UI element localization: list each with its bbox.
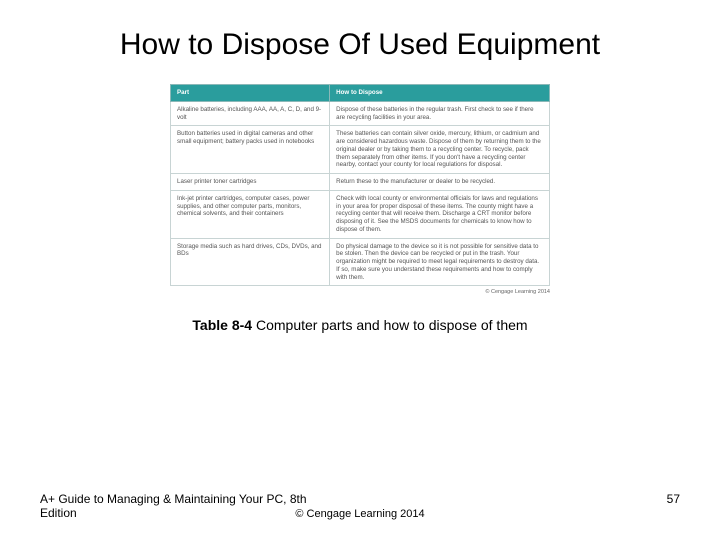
- cell-how: These batteries can contain silver oxide…: [330, 126, 550, 174]
- table-copyright: © Cengage Learning 2014: [170, 289, 550, 295]
- table-row: Ink-jet printer cartridges, computer cas…: [171, 190, 550, 238]
- cell-part: Alkaline batteries, including AAA, AA, A…: [171, 101, 330, 126]
- caption-text-val: Computer parts and how to dispose of the…: [256, 317, 528, 333]
- cell-part: Storage media such as hard drives, CDs, …: [171, 238, 330, 286]
- slide-title: How to Dispose Of Used Equipment: [0, 0, 720, 62]
- disposal-table-wrap: Part How to Dispose Alkaline batteries, …: [170, 84, 550, 295]
- footer-copyright: © Cengage Learning 2014: [0, 508, 720, 520]
- cell-part: Button batteries used in digital cameras…: [171, 126, 330, 174]
- table-row: Button batteries used in digital cameras…: [171, 126, 550, 174]
- cell-part: Ink-jet printer cartridges, computer cas…: [171, 190, 330, 238]
- cell-how: Dispose of these batteries in the regula…: [330, 101, 550, 126]
- footer-page-number: 57: [667, 492, 680, 506]
- col-header-how: How to Dispose: [330, 85, 550, 102]
- cell-how: Do physical damage to the device so it i…: [330, 238, 550, 286]
- table-row: Alkaline batteries, including AAA, AA, A…: [171, 101, 550, 126]
- table-row: Storage media such as hard drives, CDs, …: [171, 238, 550, 286]
- table-row: Laser printer toner cartridges Return th…: [171, 174, 550, 191]
- disposal-table: Part How to Dispose Alkaline batteries, …: [170, 84, 550, 286]
- table-caption: Table 8-4 Computer parts and how to disp…: [0, 317, 720, 333]
- cell-how: Return these to the manufacturer or deal…: [330, 174, 550, 191]
- caption-label: Table 8-4: [192, 317, 252, 333]
- cell-how: Check with local county or environmental…: [330, 190, 550, 238]
- col-header-part: Part: [171, 85, 330, 102]
- cell-part: Laser printer toner cartridges: [171, 174, 330, 191]
